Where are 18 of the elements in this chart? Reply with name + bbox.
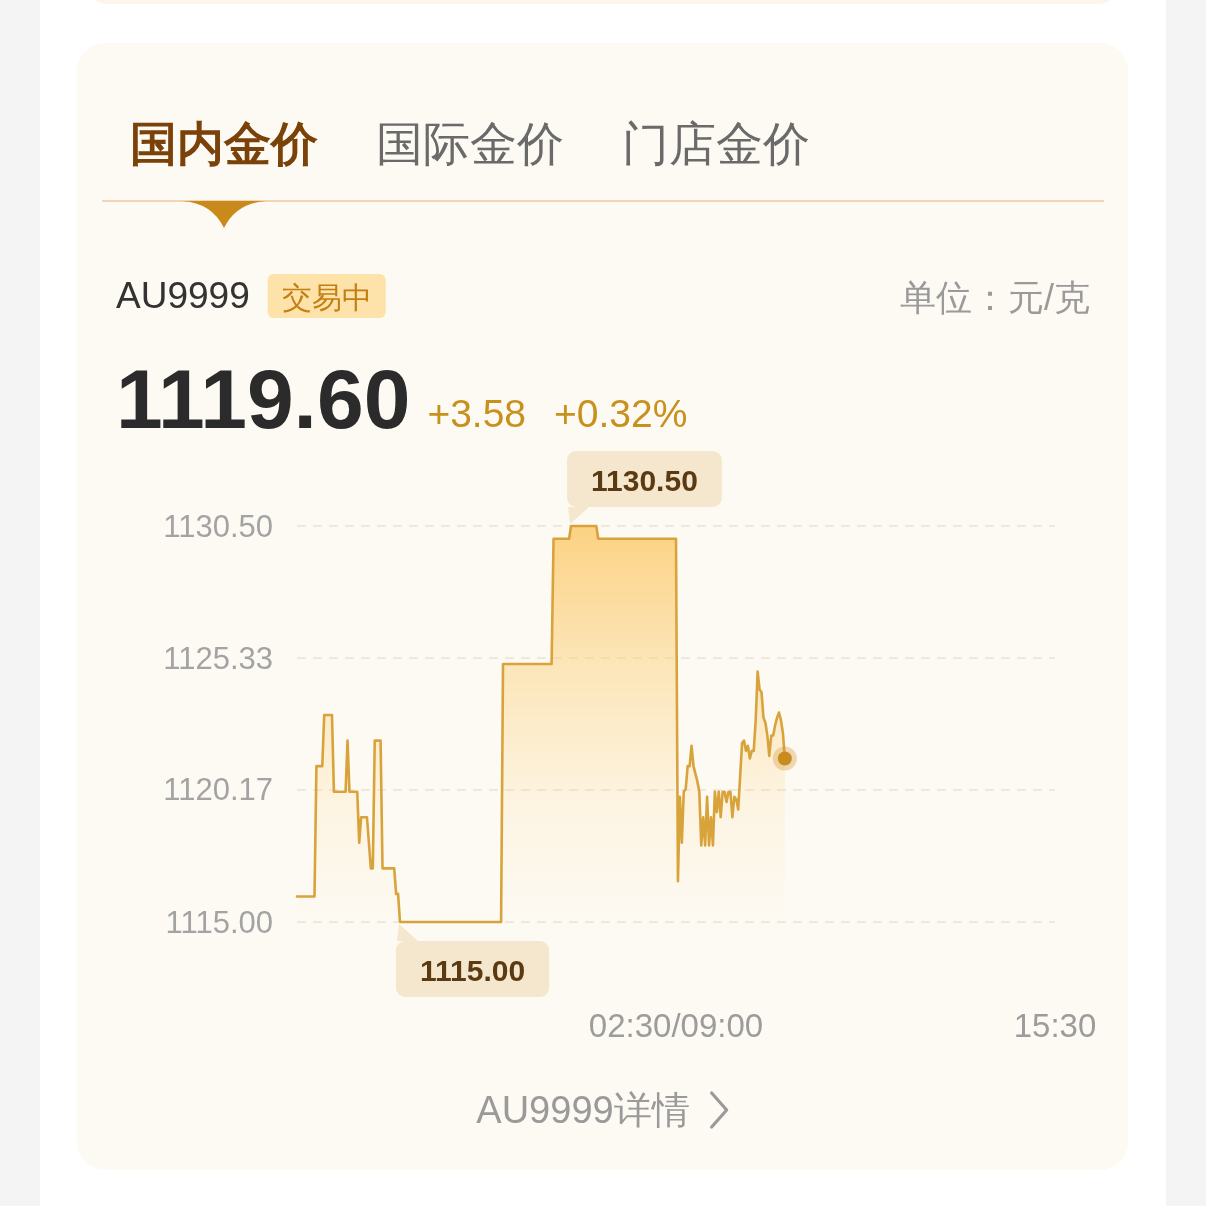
- text: 1119.60: [116, 352, 411, 446]
- annotation: 1115.00: [420, 953, 526, 987]
- y-tick-label: 1125.33: [163, 640, 273, 676]
- text: 门店金价: [622, 117, 810, 170]
- text: AU9999详情: [476, 1089, 690, 1131]
- chart-subtitle: 单位：元/克: [899, 277, 1090, 318]
- x-tick-label: 15:30: [1013, 1006, 1097, 1044]
- text: 交易中: [281, 281, 372, 314]
- text: +3.58: [427, 392, 527, 435]
- text: 国际金价: [376, 117, 564, 170]
- y-tick-label: 1120.17: [163, 772, 273, 808]
- chart-title: AU9999: [116, 275, 250, 316]
- text: 国内金价: [130, 117, 318, 170]
- x-tick-label: 02:30/09:00: [588, 1006, 764, 1044]
- y-tick-label: 1130.50: [163, 508, 273, 544]
- y-tick-label: 1115.00: [165, 904, 273, 940]
- text: 1130.50: [591, 463, 698, 497]
- text: +0.32%: [554, 392, 688, 435]
